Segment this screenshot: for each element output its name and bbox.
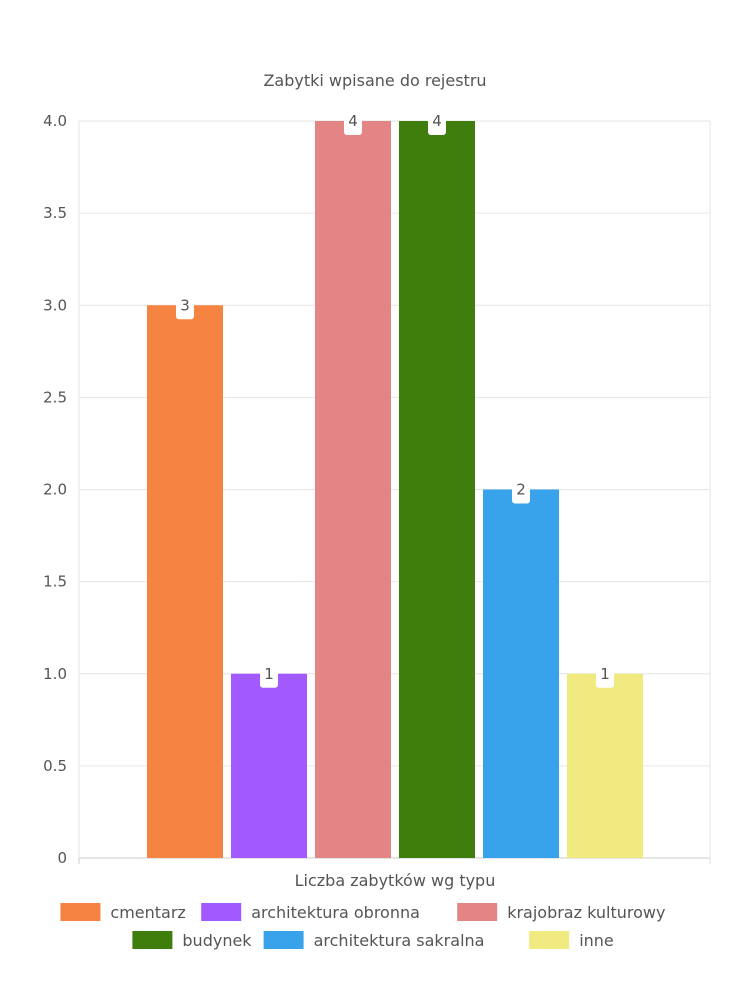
data-label-box [344,113,362,135]
chart-title: Zabytki wpisane do rejestru [263,71,486,90]
y-tick-label: 0.5 [43,757,67,775]
y-tick-label: 2.5 [43,388,67,406]
data-label-box [176,297,194,320]
legend-swatch [60,903,101,921]
legend-swatch [529,931,570,949]
y-tick-label: 3.0 [43,296,67,314]
legend-label: architektura obronna [251,903,420,922]
legend-item[interactable]: krajobraz kulturowy [457,903,665,922]
legend-label: cmentarz [110,903,185,922]
data-label-box [596,665,614,688]
data-label: 2 [512,481,530,504]
data-label: 1 [596,665,614,688]
data-label-text: 1 [264,665,274,683]
y-tick-label: 1.5 [43,573,67,591]
legend-label: architektura sakralna [314,931,485,950]
legend-label: krajobraz kulturowy [507,903,665,922]
bar [483,489,559,858]
data-label-box [260,665,278,688]
y-tick-label: 4.0 [43,112,67,130]
data-label-box [428,113,446,135]
legend: cmentarz architektura obronna krajobraz ku… [60,903,665,950]
legend-item[interactable]: budynek [132,931,252,950]
y-axis: 0 0.5 1.0 1.5 2.0 2.5 3.0 3.5 4.0 [43,112,67,867]
legend-item[interactable]: architektura obronna [201,903,420,922]
bar [147,305,223,858]
y-tick-label: 1.0 [43,665,67,683]
bar [567,673,643,858]
data-label-text: 4 [348,112,358,130]
data-label: 4 [428,112,446,135]
legend-swatch [263,931,304,949]
y-tick-label: 0 [57,849,67,867]
y-tick-label: 2.0 [43,481,67,499]
data-label-text: 3 [180,296,190,314]
x-axis-label: Liczba zabytków wg typu [295,871,496,890]
legend-swatch [457,903,498,921]
legend-label: budynek [182,931,252,950]
data-label: 1 [260,665,278,688]
y-tick-label: 3.5 [43,204,67,222]
legend-swatch [132,931,173,949]
data-label-text: 4 [432,112,442,130]
legend-item[interactable]: architektura sakralna [263,931,485,950]
bars [147,121,643,858]
legend-swatch [201,903,242,921]
data-label: 3 [176,296,194,320]
legend-item[interactable]: inne [529,931,614,950]
data-label: 4 [344,112,362,135]
legend-item[interactable]: cmentarz [60,903,186,922]
bar [231,673,307,858]
bar [315,121,391,858]
data-labels: 3 1 4 4 2 1 [176,112,614,688]
data-label-text: 2 [516,481,526,499]
bar [399,121,475,858]
data-label-text: 1 [600,665,610,683]
data-label-box [512,481,530,504]
legend-label: inne [579,931,614,950]
